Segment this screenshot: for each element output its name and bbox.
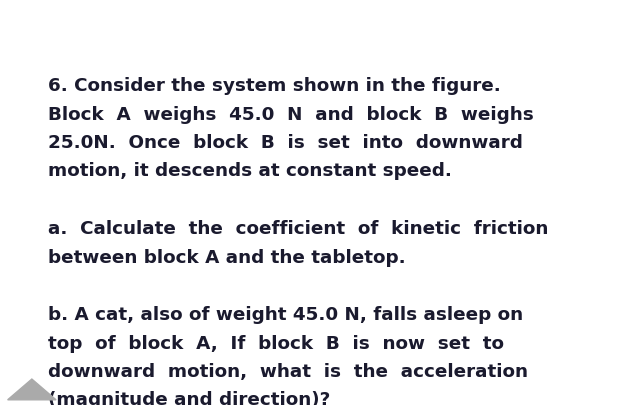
Text: a.  Calculate  the  coefficient  of  kinetic  friction: a. Calculate the coefficient of kinetic … bbox=[48, 220, 548, 238]
Text: Block  A  weighs  45.0  N  and  block  B  weighs: Block A weighs 45.0 N and block B weighs bbox=[48, 105, 534, 124]
Text: ...: ... bbox=[590, 19, 615, 43]
Text: (magnitude and direction)?: (magnitude and direction)? bbox=[48, 390, 330, 405]
Text: Newton's Second Law of  Motion: Newton's Second Law of Motion bbox=[16, 21, 424, 41]
Text: between block A and the tabletop.: between block A and the tabletop. bbox=[48, 248, 405, 266]
Text: downward  motion,  what  is  the  acceleration: downward motion, what is the acceleratio… bbox=[48, 362, 528, 380]
Text: 6. Consider the system shown in the figure.: 6. Consider the system shown in the figu… bbox=[48, 77, 501, 95]
Polygon shape bbox=[8, 379, 56, 400]
Text: 25.0N.  Once  block  B  is  set  into  downward: 25.0N. Once block B is set into downward bbox=[48, 134, 522, 152]
Text: top  of  block  A,  If  block  B  is  now  set  to: top of block A, If block B is now set to bbox=[48, 334, 504, 352]
Text: b. A cat, also of weight 45.0 N, falls asleep on: b. A cat, also of weight 45.0 N, falls a… bbox=[48, 306, 523, 324]
Text: motion, it descends at constant speed.: motion, it descends at constant speed. bbox=[48, 162, 452, 180]
